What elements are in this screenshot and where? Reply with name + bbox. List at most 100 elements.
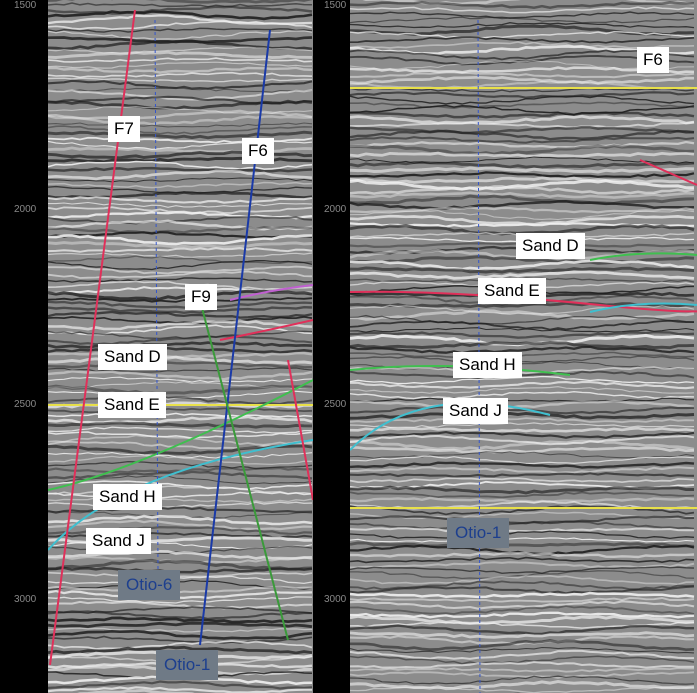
depth-tick: 3000	[324, 594, 347, 605]
horizon-label: Sand J	[86, 528, 151, 554]
reflector	[48, 130, 313, 140]
reflector	[48, 114, 313, 126]
reflector	[48, 231, 313, 239]
reflector	[48, 109, 313, 121]
reflector	[350, 505, 695, 516]
reflector	[48, 452, 313, 459]
reflector	[350, 66, 695, 74]
reflector	[48, 61, 313, 69]
reflector	[350, 660, 694, 669]
horizon-label: Sand E	[98, 392, 166, 418]
reflector	[350, 351, 695, 359]
reflector	[350, 125, 695, 135]
reflector	[350, 136, 695, 144]
reflector	[48, 169, 313, 181]
reflector	[350, 667, 694, 673]
reflector	[48, 181, 313, 189]
reflector	[350, 410, 695, 420]
reflector	[48, 361, 313, 369]
reflector	[350, 635, 694, 646]
reflector	[350, 160, 695, 169]
horizon-label: Sand H	[453, 352, 522, 378]
reflector	[350, 22, 695, 29]
reflector	[48, 2, 313, 8]
well-label: Otio-6	[118, 570, 181, 600]
horizon-label: Sand E	[478, 278, 546, 304]
reflector	[48, 87, 313, 93]
horizon-label: Sand J	[443, 398, 508, 424]
reflector	[48, 5, 313, 15]
horizon	[589, 302, 697, 313]
reflector	[48, 196, 313, 204]
reflector	[350, 214, 695, 226]
reflector	[350, 55, 695, 66]
reflector	[350, 176, 695, 184]
reflector	[350, 585, 695, 595]
reflector	[350, 605, 695, 615]
fault-label: F7	[108, 116, 140, 142]
reflector	[350, 556, 695, 564]
fault	[287, 359, 313, 501]
reflector	[48, 346, 313, 354]
reflector	[350, 591, 695, 599]
reflector	[48, 215, 313, 225]
reflector	[350, 390, 695, 400]
reflector	[48, 247, 313, 253]
reflector	[350, 671, 695, 679]
reflector	[350, 596, 695, 603]
reflector	[350, 114, 695, 125]
fault-f6	[199, 29, 271, 646]
reflector	[350, 91, 695, 99]
reflector	[48, 125, 313, 135]
reflector	[350, 101, 695, 110]
reflector	[48, 79, 313, 90]
reflector	[48, 211, 313, 220]
reflector	[350, 319, 695, 331]
horizon	[350, 290, 697, 313]
horizon	[229, 284, 313, 301]
reflector	[48, 440, 313, 450]
reflector	[48, 629, 313, 640]
reflector	[48, 412, 313, 418]
reflector	[48, 645, 313, 655]
reflector	[48, 558, 313, 571]
reflector	[350, 537, 695, 543]
reflector	[48, 219, 313, 231]
well-label: Otio-1	[447, 518, 510, 548]
reflector	[350, 75, 695, 85]
reflector	[350, 104, 695, 116]
reflector	[48, 421, 313, 429]
horizon-label: Sand H	[93, 484, 162, 510]
reflector	[48, 480, 313, 490]
depth-tick: 2500	[324, 399, 347, 410]
reflector	[48, 277, 313, 283]
reflector	[48, 550, 313, 560]
reflector	[350, 649, 694, 660]
reflector	[48, 514, 313, 526]
reflector	[48, 355, 313, 365]
reflector	[48, 166, 313, 173]
reflector	[350, 405, 695, 415]
reflector	[350, 314, 695, 325]
reflector	[48, 610, 312, 620]
reflector	[350, 686, 695, 693]
reflector	[48, 122, 313, 128]
reflector	[48, 600, 313, 610]
reflector	[350, 439, 695, 451]
reflector	[48, 57, 313, 63]
reflector	[350, 36, 695, 44]
fault-label: F6	[242, 138, 274, 164]
reflector	[350, 121, 695, 129]
reflector	[48, 596, 313, 604]
reflector	[48, 640, 313, 650]
reflector	[350, 95, 695, 105]
reflector	[48, 0, 313, 4]
reflector	[350, 541, 695, 549]
reflector	[350, 614, 695, 625]
reflector	[48, 491, 313, 499]
horizon	[639, 159, 697, 186]
reflector	[350, 451, 695, 459]
reflector	[48, 616, 313, 624]
reflector	[48, 407, 313, 414]
reflector	[48, 310, 313, 319]
